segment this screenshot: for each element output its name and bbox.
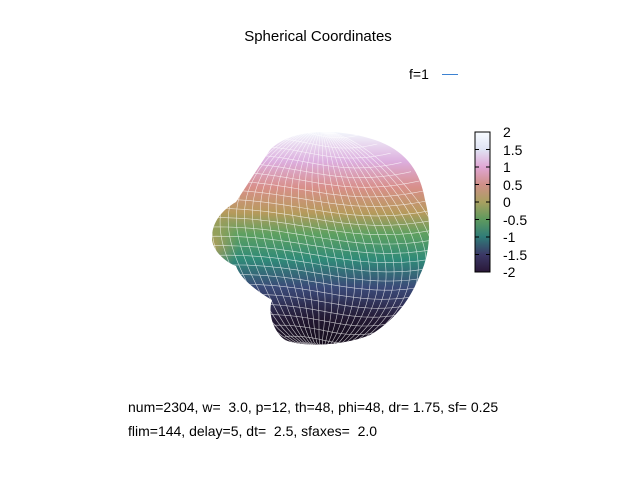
mesh-line bbox=[290, 131, 326, 345]
info-line-1: num=2304, w= 3.0, p=12, th=48, phi=48, d… bbox=[128, 399, 499, 415]
colorbar-ticks bbox=[475, 131, 490, 273]
mesh-line bbox=[309, 131, 395, 345]
info-line-2: flim=144, delay=5, dt= 2.5, sfaxes= 2.0 bbox=[128, 423, 378, 439]
mesh-line bbox=[306, 131, 411, 345]
surface-shadow bbox=[212, 250, 430, 345]
legend-label: f=1 bbox=[409, 66, 429, 82]
mesh-line bbox=[314, 131, 363, 345]
mesh-line bbox=[313, 131, 371, 345]
colorbar-tick-label: -1 bbox=[503, 229, 516, 245]
colorbar-tick-label: -0.5 bbox=[503, 211, 528, 228]
mesh-line bbox=[298, 131, 324, 345]
colorbar bbox=[474, 131, 491, 273]
mesh-line bbox=[307, 131, 403, 345]
colorbar-tick-label: -1.5 bbox=[503, 246, 528, 263]
colorbar-tick-label: 1 bbox=[503, 159, 511, 175]
colorbar-tick-label: 0 bbox=[503, 194, 511, 210]
colorbar-tick-label: 1.5 bbox=[503, 141, 523, 158]
mesh-line bbox=[317, 131, 340, 345]
mesh-line bbox=[283, 131, 327, 345]
mesh-line bbox=[252, 131, 333, 345]
legend-line-swatch bbox=[441, 73, 458, 75]
mesh-line bbox=[316, 131, 355, 345]
colorbar-tick-label: 2 bbox=[503, 124, 511, 140]
legend: f=1 bbox=[409, 66, 458, 82]
surface bbox=[212, 131, 430, 345]
mesh-line bbox=[275, 131, 328, 345]
mesh-line bbox=[305, 131, 326, 345]
mesh-line bbox=[311, 131, 333, 345]
mesh-line bbox=[260, 131, 331, 345]
mesh-line bbox=[244, 131, 334, 345]
mesh-line bbox=[267, 131, 330, 345]
mesh-line bbox=[317, 131, 348, 345]
mesh-line bbox=[311, 131, 379, 345]
mesh-line bbox=[310, 131, 387, 345]
colorbar-tick-label: 0.5 bbox=[503, 176, 523, 193]
chart-title: Spherical Coordinates bbox=[244, 28, 392, 45]
colorbar-tick-label: -2 bbox=[503, 264, 516, 280]
